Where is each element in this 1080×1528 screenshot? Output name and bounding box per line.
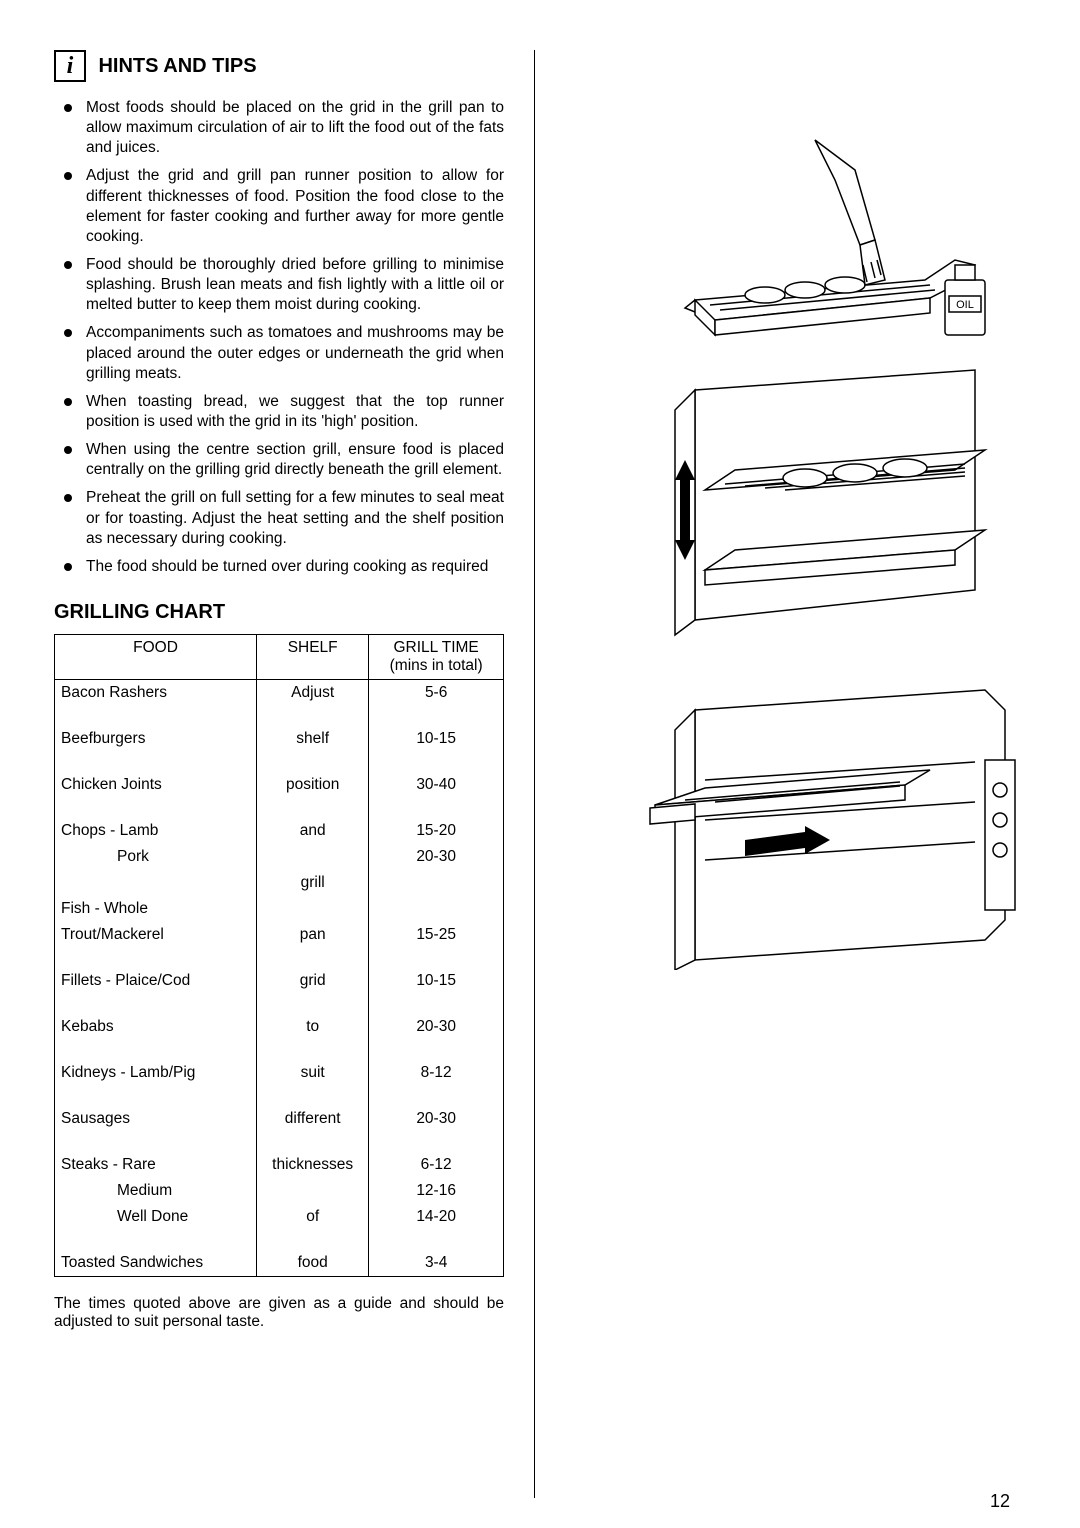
table-row: grill [55,870,504,896]
table-row: Sausagesdifferent20-30 [55,1106,504,1132]
page-number: 12 [990,1491,1010,1512]
table-row [55,1086,504,1106]
table-row: Fish - Whole [55,896,504,922]
table-row: Beefburgersshelf10-15 [55,726,504,752]
th-time: GRILL TIME (mins in total) [369,634,504,679]
table-row: Chicken Jointsposition30-40 [55,772,504,798]
chart-title: GRILLING CHART [54,601,504,624]
table-row [55,1040,504,1060]
table-row: Kidneys - Lamb/Pigsuit8-12 [55,1060,504,1086]
table-row: Kebabsto20-30 [55,1014,504,1040]
table-row [55,1230,504,1250]
table-row: Pork20-30 [55,844,504,870]
table-row [55,994,504,1014]
adjust-shelf-illustration [645,360,1005,660]
hints-title: HINTS AND TIPS [98,55,256,78]
tip-item: The food should be turned over during co… [54,557,504,577]
table-row [55,948,504,968]
insert-pan-illustration [645,670,1025,970]
table-row: Trout/Mackerelpan15-25 [55,922,504,948]
oil-brush-illustration: OIL [675,130,995,380]
th-food: FOOD [55,634,257,679]
table-row: Bacon RashersAdjust5-6 [55,679,504,706]
table-row: Medium12-16 [55,1178,504,1204]
th-shelf: SHELF [257,634,369,679]
grilling-chart-table: FOOD SHELF GRILL TIME (mins in total) Ba… [54,634,504,1277]
tip-item: Adjust the grid and grill pan runner pos… [54,166,504,247]
tip-item: Preheat the grill on full setting for a … [54,488,504,548]
tip-item: When toasting bread, we suggest that the… [54,392,504,432]
tip-item: Food should be thoroughly dried before g… [54,255,504,315]
table-row [55,752,504,772]
table-row: Fillets - Plaice/Codgrid10-15 [55,968,504,994]
table-row: Well Doneof14-20 [55,1204,504,1230]
table-row [55,706,504,726]
hints-header: i HINTS AND TIPS [54,50,504,82]
table-row: Steaks - Rarethicknesses6-12 [55,1152,504,1178]
table-row: Toasted Sandwichesfood3-4 [55,1250,504,1277]
tip-item: When using the centre section grill, ens… [54,440,504,480]
tip-item: Accompaniments such as tomatoes and mush… [54,323,504,383]
chart-note: The times quoted above are given as a gu… [54,1295,504,1331]
tip-item: Most foods should be placed on the grid … [54,98,504,158]
table-row [55,798,504,818]
svg-text:OIL: OIL [956,299,974,311]
tips-list: Most foods should be placed on the grid … [54,98,504,577]
table-row: Chops - Lamband15-20 [55,818,504,844]
table-row [55,1132,504,1152]
info-icon: i [54,50,86,82]
